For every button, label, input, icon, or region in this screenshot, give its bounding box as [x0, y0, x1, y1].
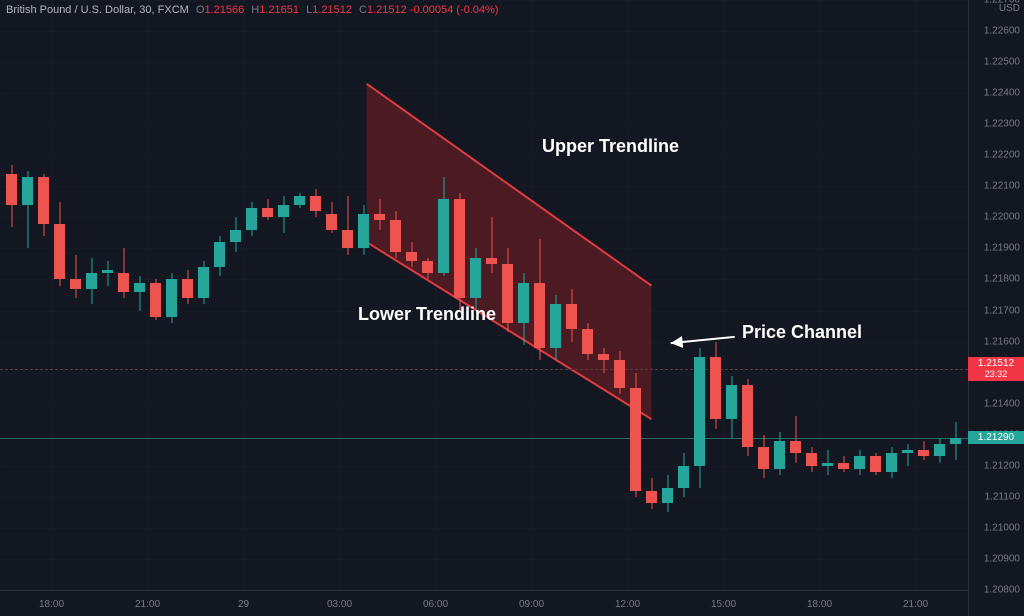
annotation-upper_trendline: Upper Trendline [542, 136, 679, 157]
y-tick-label: 1.21100 [985, 491, 1020, 502]
ohlc-c: 1.21512 [367, 4, 407, 16]
y-tick-label: 1.21000 [984, 522, 1020, 533]
x-tick-label: 18:00 [39, 599, 64, 610]
ohlc-l: 1.21512 [312, 4, 352, 16]
x-tick-label: 18:00 [807, 599, 832, 610]
chart-container: British Pound / U.S. Dollar, 30, FXCM O1… [0, 0, 1024, 616]
plot-area[interactable]: Upper Trendline Lower Trendline Price Chan… [0, 0, 968, 590]
price-flag: 1.21290 [968, 431, 1024, 444]
y-tick-label: 1.21600 [984, 336, 1020, 347]
interval: 30 [139, 4, 151, 16]
y-tick-label: 1.22600 [984, 26, 1020, 37]
y-tick-label: 1.20900 [984, 553, 1020, 564]
y-tick-label: 1.21400 [984, 398, 1020, 409]
x-tick-label: 09:00 [519, 599, 544, 610]
y-tick-label: 1.21700 [984, 305, 1020, 316]
y-tick-label: 1.22500 [984, 57, 1020, 68]
x-tick-label: 03:00 [327, 599, 352, 610]
x-tick-label: 15:00 [711, 599, 736, 610]
x-axis: 18:00 21:00 29 03:00 06:00 09:00 12:00 15:00 18:… [0, 590, 968, 616]
annotation-arrow [0, 0, 968, 590]
y-tick-label: 1.22000 [984, 212, 1020, 223]
price-flag: 1.2151223:32 [968, 357, 1024, 381]
ohlc-c-label: C [359, 4, 367, 16]
y-tick-label: 1.21200 [984, 460, 1020, 471]
y-tick-label: 1.22400 [984, 88, 1020, 99]
exchange: FXCM [158, 4, 189, 16]
y-tick-label: 1.22700 [984, 0, 1020, 6]
annotation-price_channel: Price Channel [742, 322, 862, 343]
ohlc-h: 1.21651 [259, 4, 299, 16]
x-tick-label: 29 [238, 599, 249, 610]
x-tick-label: 21:00 [135, 599, 160, 610]
x-tick-label: 06:00 [423, 599, 448, 610]
y-tick-label: 1.21800 [984, 274, 1020, 285]
ohlc-o: 1.21566 [204, 4, 244, 16]
symbol-name: British Pound / U.S. Dollar [6, 4, 133, 16]
ohlc-change: -0.00054 (-0.04%) [410, 4, 499, 16]
x-tick-label: 21:00 [903, 599, 928, 610]
chart-header: British Pound / U.S. Dollar, 30, FXCM O1… [6, 4, 498, 16]
y-tick-label: 1.20800 [984, 585, 1020, 596]
y-tick-label: 1.22100 [984, 181, 1020, 192]
x-tick-label: 12:00 [615, 599, 640, 610]
y-axis: USD 1.208001.209001.210001.211001.212001… [968, 0, 1024, 616]
annotation-lower_trendline: Lower Trendline [358, 304, 496, 325]
y-tick-label: 1.21900 [984, 243, 1020, 254]
y-tick-label: 1.22200 [984, 150, 1020, 161]
y-tick-label: 1.22300 [984, 119, 1020, 130]
